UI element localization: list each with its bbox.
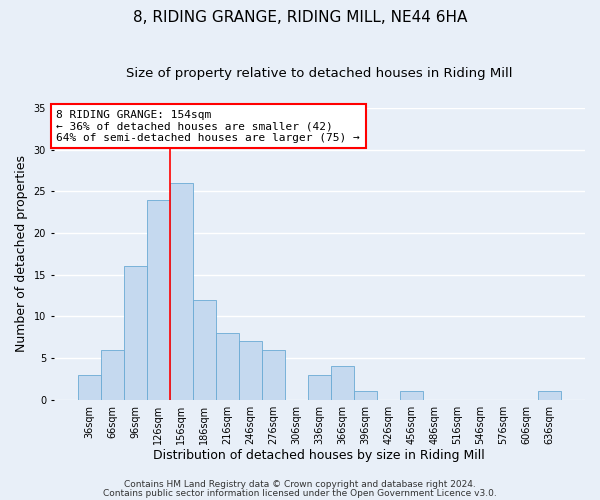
Bar [538,392,561,400]
Text: Contains HM Land Registry data © Crown copyright and database right 2024.: Contains HM Land Registry data © Crown c… [124,480,476,489]
Title: Size of property relative to detached houses in Riding Mill: Size of property relative to detached ho… [126,68,512,80]
Bar [170,183,193,400]
Bar [216,333,239,400]
Bar [354,392,377,400]
X-axis label: Distribution of detached houses by size in Riding Mill: Distribution of detached houses by size … [154,450,485,462]
Bar [331,366,354,400]
Text: 8, RIDING GRANGE, RIDING MILL, NE44 6HA: 8, RIDING GRANGE, RIDING MILL, NE44 6HA [133,10,467,25]
Text: 8 RIDING GRANGE: 154sqm
← 36% of detached houses are smaller (42)
64% of semi-de: 8 RIDING GRANGE: 154sqm ← 36% of detache… [56,110,360,142]
Bar [193,300,216,400]
Text: Contains public sector information licensed under the Open Government Licence v3: Contains public sector information licen… [103,488,497,498]
Y-axis label: Number of detached properties: Number of detached properties [15,156,28,352]
Bar [124,266,147,400]
Bar [78,374,101,400]
Bar [101,350,124,400]
Bar [147,200,170,400]
Bar [400,392,423,400]
Bar [239,342,262,400]
Bar [308,374,331,400]
Bar [262,350,285,400]
